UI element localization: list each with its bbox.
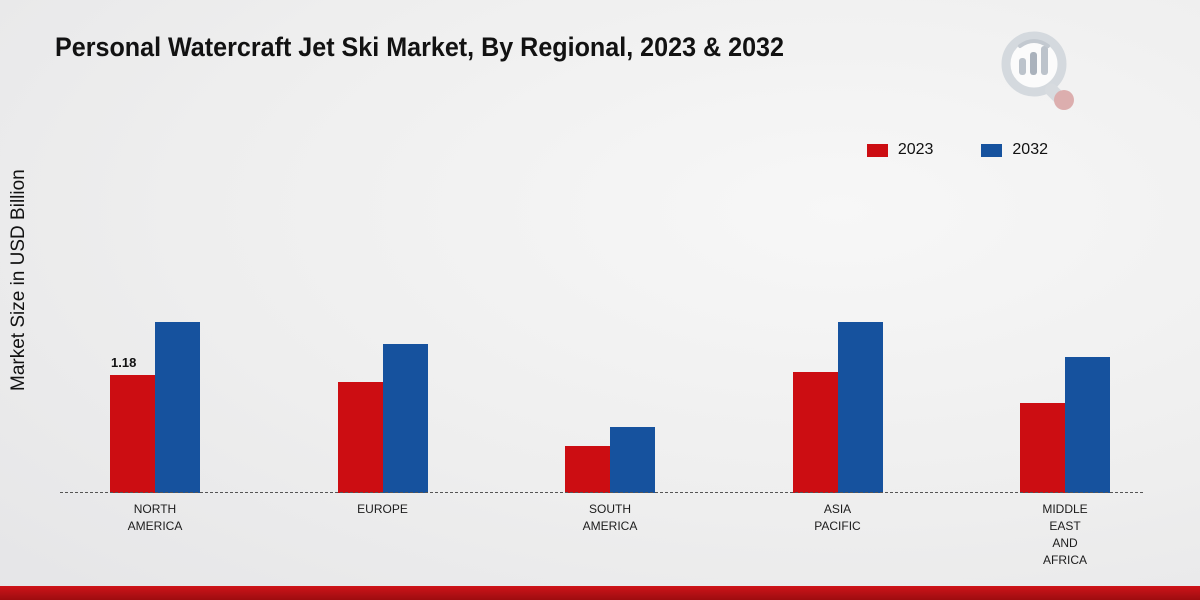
bar-2032-europe — [382, 344, 428, 493]
y-axis-label: Market Size in USD Billion — [8, 169, 29, 391]
legend-item-2023: 2023 — [866, 141, 934, 159]
chart-title: Personal Watercraft Jet Ski Market, By R… — [55, 32, 784, 62]
legend-label: 2032 — [1012, 141, 1048, 158]
bar-value-label: 1.18 — [111, 355, 137, 370]
legend: 2023 2032 — [866, 141, 1048, 159]
bar-2032-north-america — [155, 322, 200, 493]
x-axis-line — [60, 492, 1143, 493]
bar-2023-asia-pacific — [792, 372, 838, 493]
bar-group-3 — [792, 322, 883, 493]
category-label-3: ASIA PACIFIC — [814, 502, 861, 533]
bar-group-4 — [1020, 357, 1110, 493]
bar-2023-north-america: 1.18 — [110, 355, 155, 493]
legend-item-2032: 2032 — [981, 141, 1048, 159]
legend-swatch-icon — [981, 143, 1003, 157]
bar-2032-south-america — [610, 427, 655, 493]
bar-group-1 — [337, 344, 428, 493]
bottom-accent-bar — [0, 586, 1200, 600]
bar-2023-middle-east-and-africa — [1020, 403, 1065, 493]
bar-2023-south-america — [565, 446, 610, 493]
category-label-0: NORTH AMERICA — [127, 502, 183, 533]
bar-group-0: 1.18 — [110, 322, 200, 493]
bar-group-2 — [565, 427, 655, 493]
bar-2032-asia-pacific — [837, 322, 883, 493]
plot-area: 1.18 NORTH AMERICA EUROPE SOUTH AMERICA ASIA… — [60, 0, 1140, 567]
legend-label: 2023 — [897, 141, 934, 158]
category-label-4: MIDDLE EAST AND AFRICA — [1042, 502, 1088, 567]
category-label-2: SOUTH AMERICA — [582, 502, 638, 533]
bar-2032-middle-east-and-africa — [1065, 357, 1110, 493]
legend-swatch-icon — [866, 143, 888, 157]
bar-2023-europe — [337, 382, 383, 493]
market-research-logo-icon — [1001, 31, 1074, 110]
category-label-1: EUROPE — [357, 502, 408, 516]
